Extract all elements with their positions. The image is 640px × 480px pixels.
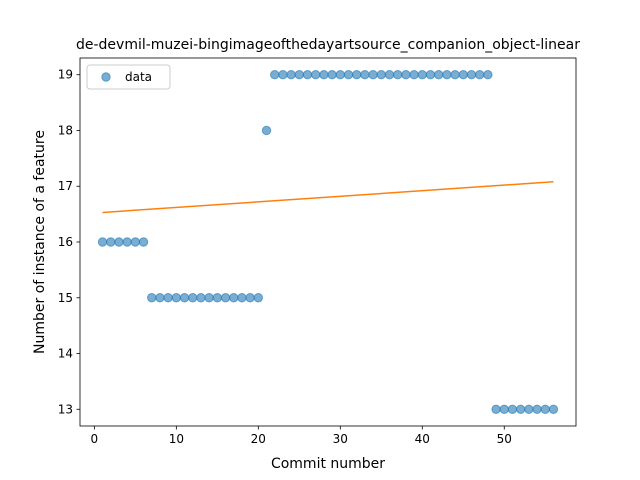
data-point <box>311 70 321 80</box>
data-point <box>155 293 165 303</box>
data-point <box>540 404 550 414</box>
data-point <box>286 70 296 80</box>
data-point <box>474 70 485 80</box>
data-point <box>442 70 452 80</box>
x-tick-label: 0 <box>91 432 99 446</box>
data-point <box>122 237 132 247</box>
y-tick-label: 16 <box>58 235 73 249</box>
data-point <box>392 70 403 80</box>
data-point <box>220 293 231 303</box>
data-point <box>450 70 460 80</box>
y-axis-label: Number of instance of a feature <box>32 130 48 354</box>
data-point <box>163 293 173 303</box>
data-point <box>368 70 378 80</box>
data-point <box>401 70 411 80</box>
data-point <box>97 237 108 247</box>
data-point <box>507 404 518 414</box>
data-point <box>360 70 370 80</box>
data-point <box>548 404 559 414</box>
data-point <box>229 293 239 303</box>
data-point <box>245 293 255 303</box>
data-point <box>384 70 395 80</box>
data-point <box>261 125 272 136</box>
data-point <box>302 70 313 80</box>
x-tick-label: 30 <box>333 432 348 446</box>
data-point <box>212 293 223 303</box>
data-point <box>351 70 362 80</box>
x-axis-label: Commit number <box>271 456 385 472</box>
y-tick-label: 13 <box>58 402 73 416</box>
y-tick-label: 15 <box>58 291 73 305</box>
data-point <box>515 404 526 414</box>
data-point <box>499 404 509 414</box>
data-point <box>483 70 493 80</box>
data-point <box>147 293 157 303</box>
data-point <box>196 293 206 303</box>
data-point <box>409 70 419 80</box>
data-point <box>524 404 534 414</box>
data-point <box>130 237 141 247</box>
x-tick-label: 50 <box>497 432 512 446</box>
y-tick-label: 17 <box>58 179 73 193</box>
data-point <box>188 293 198 303</box>
data-point <box>171 293 182 303</box>
data-point <box>270 70 280 80</box>
chart-title: de-devmil-muzei-bingimageofthedayartsour… <box>76 37 580 53</box>
legend: data <box>86 64 171 90</box>
x-tick-label: 40 <box>415 432 430 446</box>
data-point <box>294 70 305 80</box>
data-point <box>335 70 345 80</box>
y-tick-label: 18 <box>58 123 73 137</box>
data-point <box>417 70 427 80</box>
data-point <box>253 293 264 303</box>
trend-line <box>102 181 554 214</box>
data-point <box>204 293 214 303</box>
data-point <box>237 293 247 303</box>
data-point <box>319 70 329 80</box>
x-tick-label: 10 <box>169 432 184 446</box>
data-point <box>425 70 436 80</box>
axes: 0 10 20 30 40 50 13 14 15 16 17 18 19 <box>58 57 577 446</box>
data-point <box>458 70 468 80</box>
legend-box <box>86 64 171 90</box>
x-tick-label: 20 <box>251 432 266 446</box>
data-point <box>491 404 501 414</box>
data-point <box>106 237 116 247</box>
data-point <box>179 293 190 303</box>
data-point <box>114 237 124 247</box>
data-point <box>327 70 337 80</box>
data-point <box>433 70 444 80</box>
legend-entry-label: data <box>125 70 152 84</box>
data-point <box>466 70 477 80</box>
plot-area <box>97 70 559 414</box>
data-point <box>343 70 354 80</box>
data-point <box>532 404 542 414</box>
legend-marker <box>101 72 111 82</box>
data-point <box>138 237 149 247</box>
y-tick-label: 14 <box>58 347 73 361</box>
y-tick-label: 19 <box>58 68 73 82</box>
data-point <box>278 70 288 80</box>
data-point <box>376 70 386 80</box>
